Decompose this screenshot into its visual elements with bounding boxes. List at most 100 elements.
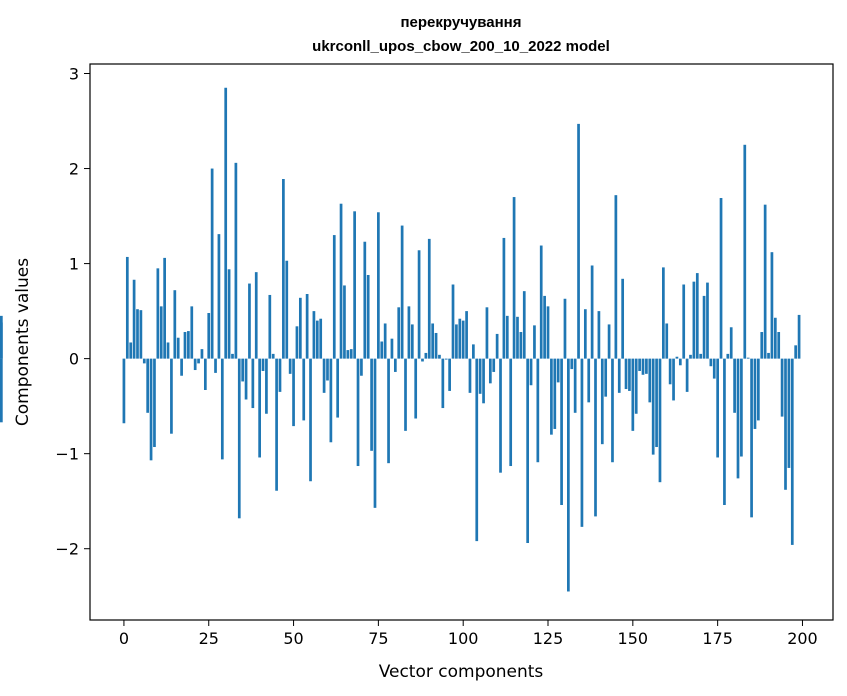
bar-93: [438, 354, 441, 359]
bar-60: [326, 358, 329, 381]
bar-187: [757, 358, 760, 421]
bar-78: [387, 358, 390, 464]
bar-105: [478, 358, 482, 394]
bar-53: [302, 358, 306, 421]
bar-80: [393, 358, 397, 372]
bar-59: [322, 358, 326, 393]
bar-86: [414, 358, 418, 419]
bar-129: [560, 358, 563, 505]
bar-46: [278, 358, 282, 392]
bar-192: [773, 317, 777, 359]
bar-19: [187, 331, 190, 359]
bar-77: [383, 323, 387, 359]
bar-68: [353, 211, 356, 359]
x-tick-label: 0: [119, 629, 129, 648]
bar-193: [777, 332, 781, 359]
bar-20: [190, 306, 194, 359]
x-tick-label: 125: [533, 629, 564, 648]
bar-153: [641, 358, 645, 375]
x-tick-label: 175: [702, 629, 733, 648]
bar-54: [305, 294, 309, 359]
bar-197: [790, 358, 794, 545]
bar-107: [485, 307, 489, 359]
bar-183: [743, 144, 747, 359]
bar-64: [339, 203, 343, 359]
bar-151: [634, 358, 638, 414]
bars-group: [0, 87, 801, 592]
chart-subtitle: ukrconll_upos_cbow_200_10_2022 model: [312, 38, 610, 55]
bar-27: [214, 358, 217, 373]
bar-122: [536, 358, 540, 463]
bar-89: [424, 352, 428, 359]
bar-123: [539, 245, 543, 359]
bar-148: [624, 358, 628, 390]
bar-191: [770, 252, 774, 359]
bar-178: [726, 353, 730, 359]
bar-45: [275, 358, 278, 491]
bar-38: [251, 358, 255, 409]
bar-146: [617, 358, 621, 393]
bar-133: [573, 358, 577, 413]
bar-137: [587, 358, 591, 403]
bar-95: [444, 358, 448, 360]
bar-141: [600, 358, 604, 445]
bar-43: [268, 294, 272, 359]
bar-170: [699, 353, 703, 359]
bar-190: [767, 352, 770, 359]
bar-158: [658, 358, 662, 483]
bar-92: [434, 332, 438, 359]
bar-109: [492, 358, 496, 372]
bar-131: [567, 358, 570, 592]
bar-74: [373, 358, 377, 508]
bar-21: [193, 358, 197, 371]
x-tick-label: 150: [618, 629, 649, 648]
bar-132: [570, 358, 574, 370]
bar-58: [319, 318, 323, 359]
y-tick-label: −2: [55, 540, 79, 559]
bar-67: [349, 349, 353, 359]
bar-82: [400, 225, 404, 359]
y-tick-label: 0: [69, 350, 79, 369]
bar-143: [607, 324, 611, 359]
bar-48: [285, 260, 289, 359]
bar-71: [363, 241, 367, 359]
bar-22: [197, 358, 200, 364]
bar-40: [258, 358, 261, 458]
bar-84: [407, 306, 411, 359]
bar-9: [153, 358, 156, 448]
bar-7: [146, 358, 150, 413]
x-axis: 0 25 50 75 100 125 150 175 200: [119, 620, 818, 648]
bar-49: [288, 358, 292, 374]
bar-62: [332, 235, 336, 359]
bar-182: [740, 358, 743, 457]
bar-177: [723, 358, 726, 505]
bar-139: [594, 358, 597, 517]
bar-175: [716, 358, 719, 458]
bar-149: [628, 358, 631, 391]
bar-24: [203, 358, 207, 390]
bar-57: [315, 320, 319, 359]
bar-101: [465, 311, 468, 359]
y-tick-label: 3: [69, 65, 79, 84]
bar-176: [719, 198, 723, 359]
bar-169: [695, 273, 699, 359]
bar-157: [655, 358, 658, 448]
bar-23: [200, 349, 204, 359]
bar-47: [282, 179, 285, 359]
bar-3: [132, 279, 136, 359]
bar-undefined: [0, 358, 3, 423]
bar-117: [519, 332, 523, 359]
bar-55: [309, 358, 312, 482]
bar-15: [173, 290, 177, 359]
bar-112: [502, 237, 506, 359]
bar-168: [692, 281, 696, 359]
bar-108: [488, 358, 492, 384]
bar-165: [682, 284, 686, 359]
bar-69: [356, 358, 360, 467]
bar-103: [472, 344, 475, 359]
bar-188: [760, 332, 764, 359]
bar-167: [689, 354, 692, 359]
plot-frame: [89, 63, 834, 621]
bar-189: [763, 204, 767, 359]
bar-50: [292, 358, 295, 427]
